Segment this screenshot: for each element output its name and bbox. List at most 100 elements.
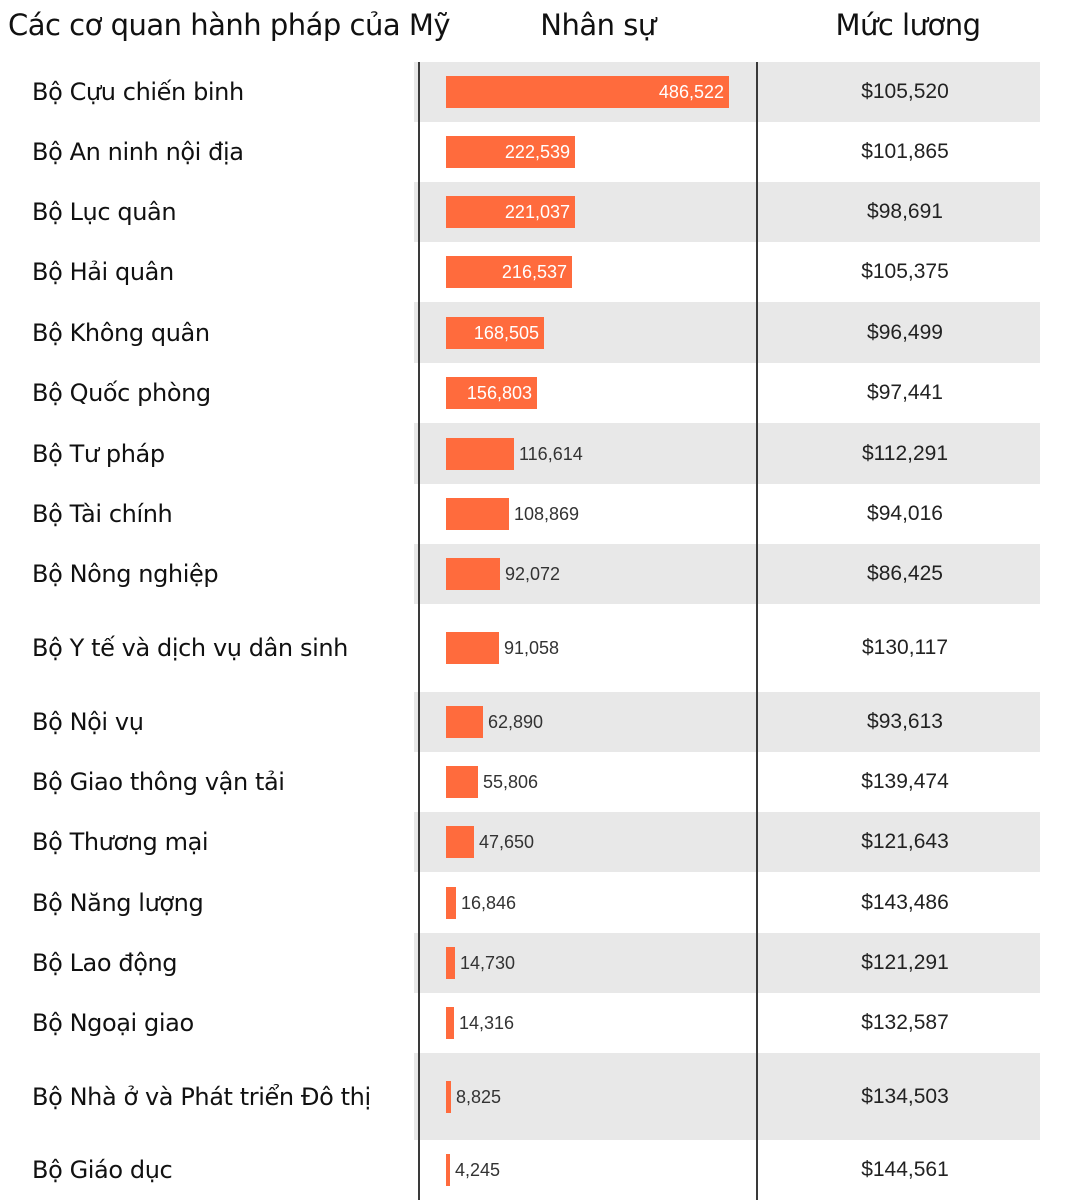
row-background xyxy=(414,872,1040,933)
staff-value-label: 486,522 xyxy=(658,82,724,102)
salary-value: $105,520 xyxy=(861,80,949,103)
staff-value-label: 47,650 xyxy=(479,832,535,852)
agency-name: Bộ Y tế và dịch vụ dân sinh xyxy=(32,634,348,662)
row-background xyxy=(414,1140,1040,1200)
staff-bar xyxy=(446,136,575,168)
staff-bar xyxy=(446,947,455,979)
agency-name: Bộ Giao thông vận tải xyxy=(32,768,285,796)
agency-name: Bộ Tài chính xyxy=(32,500,173,528)
staff-bar xyxy=(446,826,474,858)
salary-value: $143,486 xyxy=(861,890,949,914)
salary-value: $97,441 xyxy=(867,381,943,404)
row-background xyxy=(414,812,1040,872)
salary-value: $86,425 xyxy=(867,562,943,585)
salary-value: $105,375 xyxy=(861,260,949,283)
table-row: Bộ Y tế và dịch vụ dân sinh 91,058 $130,11… xyxy=(0,604,1066,692)
agency-name: Bộ Cựu chiến binh xyxy=(32,78,244,106)
agency-name: Bộ Hải quân xyxy=(32,258,174,286)
staff-value-label: 216,537 xyxy=(501,262,567,282)
staff-bar xyxy=(446,766,478,798)
header-salary: Mức lương xyxy=(835,8,981,42)
staff-bar xyxy=(446,1154,450,1186)
salary-value: $98,691 xyxy=(867,200,943,223)
staff-value-label: 156,803 xyxy=(466,383,532,403)
staff-value-label: 55,806 xyxy=(483,772,539,792)
staff-value-label: 92,072 xyxy=(505,564,561,584)
staff-bar xyxy=(446,498,509,530)
row-background xyxy=(414,544,1040,604)
agency-name: Bộ An ninh nội địa xyxy=(32,138,244,166)
column-divider-middle xyxy=(756,62,758,1200)
staff-value-label: 168,505 xyxy=(473,322,539,343)
staff-value-label: 14,730 xyxy=(460,953,516,973)
agency-name: Bộ Nông nghiệp xyxy=(32,560,219,588)
table-row: Bộ Nội vụ 62,890 $93,613 xyxy=(0,692,1066,752)
table-row: Bộ Năng lượng 16,846 $143,486 xyxy=(0,872,1066,933)
table-row: Bộ Ngoại giao 14,316 $132,587 xyxy=(0,993,1066,1053)
staff-value-label: 221,037 xyxy=(504,202,570,222)
staff-bar xyxy=(446,377,537,409)
staff-value-label: 222,539 xyxy=(504,142,570,162)
staff-bar xyxy=(446,1007,454,1039)
staff-value-label: 8,825 xyxy=(456,1086,502,1107)
agency-name: Bộ Nội vụ xyxy=(32,708,144,736)
table-row: Bộ Giao thông vận tải 55,806 $139,474 xyxy=(0,752,1066,812)
staff-bar xyxy=(446,886,456,919)
staff-bar xyxy=(446,706,483,738)
agency-name: Bộ Lục quân xyxy=(32,198,177,226)
table-row: Bộ Nông nghiệp 92,072 $86,425 xyxy=(0,544,1066,604)
row-background xyxy=(414,752,1040,812)
row-background xyxy=(414,1053,1040,1140)
agency-name: Bộ Giáo dục xyxy=(32,1156,173,1184)
header-agency: Các cơ quan hành pháp của Mỹ xyxy=(8,8,451,42)
table-row: Bộ An ninh nội địa 222,539 $101,865 xyxy=(0,122,1066,182)
row-background xyxy=(414,692,1040,752)
salary-value: $101,865 xyxy=(861,140,949,163)
header-staff: Nhân sự xyxy=(540,8,656,42)
salary-value: $93,613 xyxy=(867,710,943,733)
staff-value-label: 4,245 xyxy=(455,1160,501,1180)
row-background xyxy=(414,484,1040,544)
row-background xyxy=(414,423,1040,484)
row-background xyxy=(414,993,1040,1053)
agency-name: Bộ Năng lượng xyxy=(32,888,204,917)
salary-value: $96,499 xyxy=(867,320,943,344)
staff-value-label: 108,869 xyxy=(514,504,580,524)
staff-bar xyxy=(446,1080,451,1113)
staff-value-label: 16,846 xyxy=(461,892,517,913)
salary-value: $94,016 xyxy=(867,502,943,525)
staff-value-label: 116,614 xyxy=(519,443,583,464)
table-row: Bộ Tư pháp 116,614 $112,291 xyxy=(0,423,1066,484)
salary-value: $121,291 xyxy=(861,951,949,974)
table-row: Bộ Lục quân 221,037 $98,691 xyxy=(0,182,1066,242)
agency-name: Bộ Thương mại xyxy=(32,828,209,856)
salary-value: $132,587 xyxy=(861,1011,949,1034)
table-row: Bộ Tài chính 108,869 $94,016 xyxy=(0,484,1066,544)
agency-name: Bộ Quốc phòng xyxy=(32,379,211,407)
salary-value: $144,561 xyxy=(861,1158,949,1181)
staff-bar xyxy=(446,316,544,349)
row-background xyxy=(414,604,1040,692)
staff-bar xyxy=(446,196,575,228)
salary-value: $121,643 xyxy=(861,830,949,853)
staff-value-label: 62,890 xyxy=(488,712,544,732)
staff-value-label: 14,316 xyxy=(459,1013,515,1033)
table-row: Bộ Thương mại 47,650 $121,643 xyxy=(0,812,1066,872)
table-row: Bộ Cựu chiến binh 486,522 $105,520 xyxy=(0,62,1066,122)
row-background xyxy=(414,933,1040,993)
table-row: Bộ Lao động 14,730 $121,291 xyxy=(0,933,1066,993)
agency-name: Bộ Lao động xyxy=(32,949,178,977)
staff-bar xyxy=(446,558,500,590)
agency-name: Bộ Không quân xyxy=(32,318,210,347)
column-divider-left xyxy=(418,62,420,1200)
staff-bar xyxy=(446,632,499,664)
agency-name: Bộ Ngoại giao xyxy=(32,1009,194,1037)
staff-bar xyxy=(446,437,514,470)
staff-bar xyxy=(446,76,729,108)
table-row: Bộ Không quân 168,505 $96,499 xyxy=(0,302,1066,363)
staff-bar xyxy=(446,256,572,288)
agency-name: Bộ Nhà ở và Phát triển Đô thị xyxy=(32,1082,371,1111)
agency-name: Bộ Tư pháp xyxy=(32,439,165,468)
salary-value: $139,474 xyxy=(861,770,949,793)
